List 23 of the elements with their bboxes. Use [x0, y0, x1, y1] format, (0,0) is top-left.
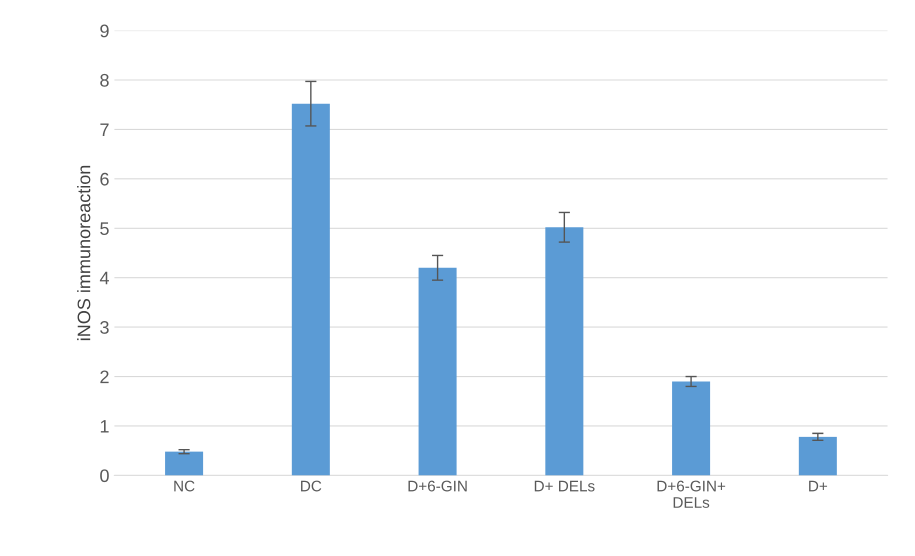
x-tick-label: DC [301, 480, 322, 492]
x-tick-label: D+6-GIN+ DELs [658, 480, 726, 508]
y-axis-title: iNOS immunoreaction [77, 166, 90, 340]
bar [165, 452, 204, 476]
y-tick-label: 3 [100, 321, 109, 334]
x-tick-label: D+ DELs [534, 480, 595, 492]
bar [672, 381, 710, 476]
y-tick-label: 4 [100, 272, 109, 284]
y-tick-label: 1 [100, 420, 109, 432]
y-tick-label: 6 [100, 172, 109, 186]
bar [418, 268, 457, 476]
y-tick-label: 8 [100, 74, 109, 87]
y-tick-label: 5 [100, 222, 109, 235]
y-tick-label: 9 [100, 24, 109, 38]
x-tick-label: D+6-GIN [408, 480, 467, 492]
bar [798, 436, 837, 476]
y-tick-label: 0 [100, 469, 109, 482]
x-tick-label: D+ [809, 480, 828, 492]
bar [545, 227, 584, 476]
y-tick-label: 2 [100, 370, 109, 384]
x-tick-label: NC [174, 480, 195, 492]
bar [292, 104, 330, 476]
y-tick-label: 7 [100, 124, 109, 136]
